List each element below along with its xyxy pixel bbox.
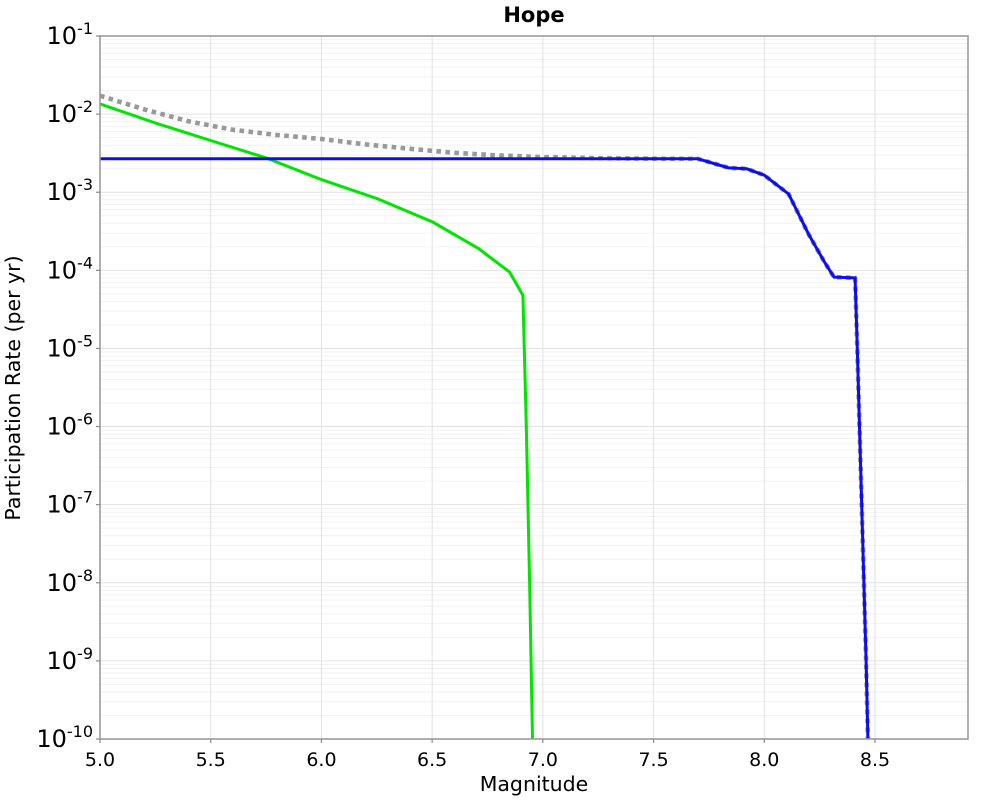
x-tick-label: 8.0 bbox=[749, 749, 779, 771]
x-tick-label: 6.0 bbox=[306, 749, 336, 771]
series-green-solid-curve bbox=[99, 102, 534, 740]
y-tick-label: 10-2 bbox=[47, 97, 94, 128]
y-tick-label: 10-7 bbox=[47, 488, 94, 519]
y-tick-label: 10-5 bbox=[47, 331, 94, 362]
chart-title: Hope bbox=[503, 3, 564, 27]
x-tick-label: 6.5 bbox=[417, 749, 447, 771]
plot-border bbox=[99, 35, 969, 740]
y-tick-label: 10-4 bbox=[47, 253, 94, 284]
data-series bbox=[99, 93, 871, 740]
x-tick-label: 7.0 bbox=[528, 749, 558, 771]
y-tick-label: 10-6 bbox=[47, 410, 94, 441]
y-tick-label: 10-1 bbox=[47, 19, 94, 50]
y-tick-label: 10-8 bbox=[47, 566, 94, 597]
x-tick-label: 5.5 bbox=[196, 749, 226, 771]
y-tick-label: 10-9 bbox=[47, 644, 94, 675]
x-axis-title: Magnitude bbox=[480, 772, 589, 796]
axis-tick-marks bbox=[96, 35, 876, 743]
series-blue-solid-curve bbox=[100, 157, 870, 740]
axis-tick-labels: 5.0 5.5 6.0 6.5 7.0 7.5 8.0 8.5 10-1 10-2 10-3 10-4… bbox=[36, 19, 890, 771]
x-tick-label: 7.5 bbox=[638, 749, 668, 771]
y-tick-label: 10-10 bbox=[36, 722, 93, 753]
x-tick-label: 5.0 bbox=[85, 749, 115, 771]
y-tick-label: 10-3 bbox=[47, 175, 94, 206]
gridlines bbox=[99, 35, 968, 740]
x-tick-label: 8.5 bbox=[860, 749, 890, 771]
y-axis-title: Participation Rate (per yr) bbox=[1, 255, 25, 520]
